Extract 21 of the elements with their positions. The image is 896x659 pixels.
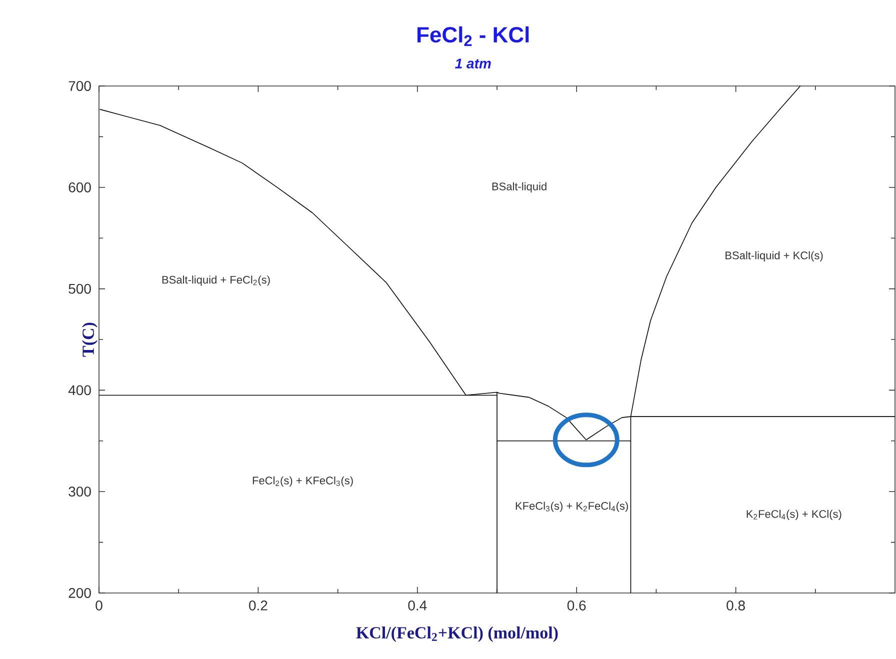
x-tick-label: 0.4 [408, 600, 427, 610]
y-tick-label: 200 [68, 588, 91, 598]
y-tick-label: 700 [68, 81, 91, 91]
x-tick-label: 0.2 [249, 600, 268, 610]
annotation: BSalt-liquid + FeCl$_{2}$(s) [162, 276, 270, 286]
x-tick-label: 0.8 [726, 600, 745, 610]
annotation: BSalt-liquid + KCl(s) [726, 251, 823, 262]
annotation: FeCl$_{2}$(s) + KFeCl$_{3}$(s) [252, 476, 353, 487]
x-tick-label: 0 [96, 600, 102, 610]
y-axis-title: T(C) [82, 322, 98, 357]
chart-title: FeCl$_{2}$ - KCl [418, 26, 529, 46]
y-tick-label: 400 [68, 385, 91, 396]
y-tick-label: 600 [68, 182, 91, 192]
annotation: K$_{2}$FeCl$_{4}$(s) + KCl(s) [746, 510, 842, 520]
chart-subtitle: 1 atm [455, 58, 491, 68]
x-axis-title: KCl/(FeCl$_{2}$+KCl) (mol/mol) [356, 626, 558, 642]
annotation: KFeCl$_{3}$(s) + K$_{2}$FeCl$_{4}$(s) [516, 502, 628, 512]
x-tick-label: 0.6 [567, 600, 586, 610]
y-tick-label: 300 [68, 486, 91, 497]
y-tick-label: 500 [68, 284, 91, 294]
annotation: BSalt-liquid [492, 182, 546, 193]
